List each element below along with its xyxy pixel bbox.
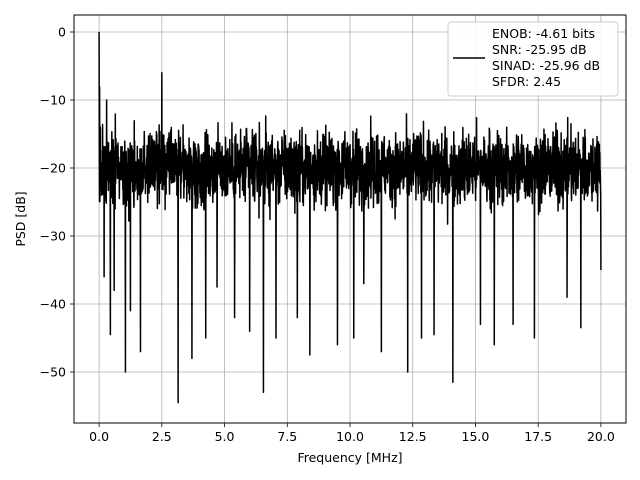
x-tick-label: 10.0 — [336, 429, 364, 444]
y-tick-label: −50 — [40, 365, 66, 380]
x-tick-label: 0.0 — [89, 429, 109, 444]
y-tick-label: −10 — [40, 93, 66, 108]
y-tick-label: −40 — [40, 297, 66, 312]
x-tick-label: 12.5 — [399, 429, 427, 444]
y-axis-label: PSD [dB] — [13, 191, 28, 246]
x-axis-label: Frequency [MHz] — [297, 450, 402, 465]
x-tick-label: 17.5 — [524, 429, 552, 444]
y-tick-label: 0 — [58, 25, 66, 40]
y-tick-label: −30 — [40, 229, 66, 244]
x-tick-label: 2.5 — [152, 429, 172, 444]
axis-ticks: 0.0 2.5 5.0 7.5 10.0 12.5 15.0 17.5 20.0 0 −10 −20 −… — [40, 25, 615, 445]
legend: ENOB: -4.61 bits SNR: -25.95 dB SINAD: -… — [447, 21, 619, 97]
x-tick-label: 15.0 — [462, 429, 490, 444]
data-area — [98, 31, 602, 404]
legend-box — [447, 21, 619, 97]
y-tick-label: −20 — [40, 161, 66, 176]
legend-line-snr: SNR: -25.95 dB — [492, 42, 587, 57]
legend-line-sinad: SINAD: -25.96 dB — [492, 58, 600, 73]
x-tick-label: 5.0 — [215, 429, 235, 444]
psd-series-line — [98, 31, 602, 404]
legend-line-sfdr: SFDR: 2.45 — [492, 74, 561, 89]
x-tick-label: 7.5 — [277, 429, 297, 444]
legend-line-enob: ENOB: -4.61 bits — [492, 26, 595, 41]
x-tick-label: 20.0 — [587, 429, 615, 444]
